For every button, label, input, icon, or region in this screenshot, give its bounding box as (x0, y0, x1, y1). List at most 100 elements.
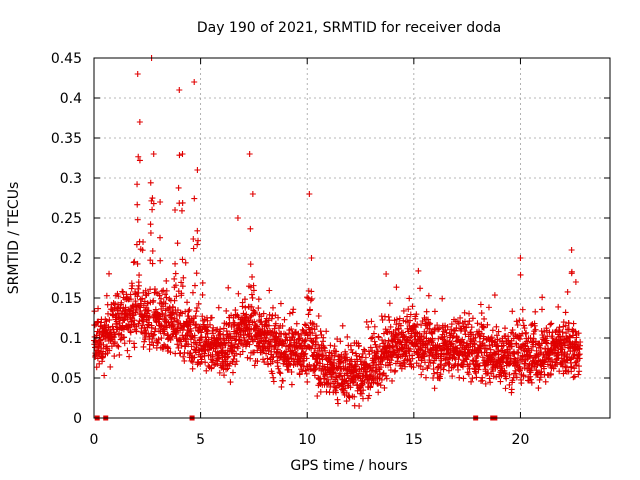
data-point (393, 321, 400, 328)
data-point (484, 321, 491, 328)
data-point (448, 340, 455, 347)
data-point (444, 323, 451, 330)
chart-title: Day 190 of 2021, SRMTID for receiver dod… (197, 20, 501, 36)
data-point (185, 312, 192, 319)
data-point (127, 329, 134, 336)
data-point (575, 371, 582, 378)
data-point (517, 365, 524, 372)
data-point (171, 318, 178, 325)
y-tick-label: 0.35 (51, 131, 82, 147)
data-point (448, 340, 455, 347)
data-point (302, 337, 309, 344)
data-point (422, 374, 429, 381)
y-axis-label: SRMTID / TECUs (6, 182, 22, 295)
data-point (367, 383, 374, 390)
data-point (179, 283, 186, 290)
data-point (225, 353, 232, 360)
data-point (548, 320, 555, 327)
data-point (260, 356, 267, 363)
data-point (281, 316, 288, 323)
data-point (299, 368, 306, 375)
data-point (530, 335, 537, 342)
data-point (128, 285, 135, 292)
data-point (572, 279, 579, 285)
data-point (503, 375, 510, 382)
data-point (254, 323, 261, 330)
data-point (564, 351, 571, 358)
data-point (513, 374, 520, 381)
data-point (242, 304, 249, 311)
data-point (329, 352, 336, 359)
data-point (437, 371, 444, 378)
data-point (449, 373, 456, 380)
data-point (383, 271, 390, 277)
x-tick-label: 10 (298, 432, 316, 448)
data-point (182, 259, 189, 266)
data-point (136, 157, 143, 164)
data-point (362, 354, 369, 361)
data-point (293, 320, 300, 327)
data-point (277, 300, 284, 307)
data-point (427, 359, 434, 366)
data-point (570, 320, 577, 327)
data-point (275, 365, 282, 372)
data-point (460, 375, 467, 382)
data-point (304, 378, 311, 385)
y-tick-label: 0 (73, 411, 82, 427)
data-point (270, 378, 277, 385)
data-point (306, 361, 313, 368)
data-point (135, 282, 142, 289)
data-point (572, 362, 579, 369)
data-point (306, 306, 313, 313)
data-point (357, 358, 364, 365)
data-point (495, 328, 502, 335)
data-point (382, 338, 389, 345)
data-point (440, 366, 447, 373)
data-point (425, 363, 432, 370)
data-point (195, 237, 202, 244)
data-point (407, 311, 414, 318)
data-point (531, 322, 538, 329)
data-point (151, 286, 158, 293)
data-point (514, 349, 521, 356)
data-point (279, 377, 286, 384)
x-tick-label: 15 (405, 432, 423, 448)
data-point (488, 334, 495, 341)
data-point (149, 247, 156, 254)
y-tick-label: 0.45 (51, 51, 82, 67)
x-tick-label: 20 (512, 432, 530, 448)
data-point (175, 184, 182, 191)
data-point (161, 341, 168, 348)
data-point (481, 315, 488, 322)
data-point (95, 305, 102, 312)
data-point (230, 348, 237, 355)
data-point (252, 310, 259, 317)
data-series (91, 55, 584, 409)
data-point (570, 332, 577, 339)
data-point (541, 329, 548, 335)
data-point (103, 292, 110, 299)
data-point (251, 308, 258, 315)
data-point (575, 351, 582, 358)
data-point (466, 318, 473, 325)
data-point (243, 311, 250, 318)
data-point (246, 151, 253, 157)
y-tick-label: 0.3 (60, 171, 82, 187)
data-point (338, 373, 345, 380)
data-point (229, 369, 236, 376)
data-point (152, 306, 159, 313)
data-point (162, 291, 169, 298)
data-point (438, 357, 445, 364)
data-point (246, 341, 253, 348)
data-point (268, 315, 275, 322)
data-point (141, 338, 148, 345)
data-point (136, 272, 143, 279)
data-point (368, 318, 375, 325)
data-point (216, 356, 223, 363)
data-point (556, 368, 563, 375)
data-point (404, 313, 411, 320)
data-point (101, 372, 108, 379)
data-point (189, 365, 196, 372)
data-point (555, 349, 562, 356)
